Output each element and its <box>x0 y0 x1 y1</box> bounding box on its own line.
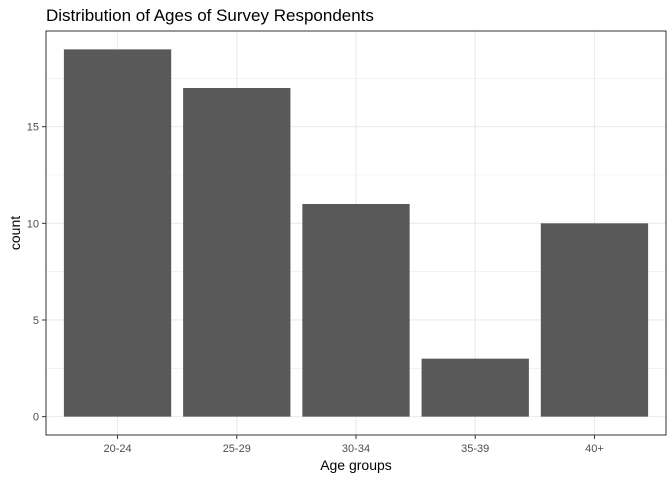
x-tick-label: 20-24 <box>103 443 131 455</box>
x-tick-label: 30-34 <box>342 443 370 455</box>
bar-30-34 <box>302 204 410 417</box>
x-tick-label: 35-39 <box>461 443 489 455</box>
bars <box>63 49 649 417</box>
bar-40+ <box>540 223 649 417</box>
x-axis-title: Age groups <box>320 457 392 473</box>
x-tick-label: 25-29 <box>223 443 251 455</box>
y-tick-label: 5 <box>33 315 39 327</box>
bar-20-24 <box>63 49 172 417</box>
chart-title: Distribution of Ages of Survey Responden… <box>46 6 374 25</box>
y-tick-label: 15 <box>27 122 39 134</box>
y-tick-label: 0 <box>33 412 39 424</box>
bar-25-29 <box>183 88 291 417</box>
bar-35-39 <box>421 358 529 417</box>
x-tick-label: 40+ <box>585 443 604 455</box>
y-axis-title: count <box>7 216 23 250</box>
axis-ticks: 0 5 10 15 20-24 25-29 30-34 35-39 40+ <box>27 122 604 455</box>
y-tick-label: 10 <box>27 218 39 230</box>
